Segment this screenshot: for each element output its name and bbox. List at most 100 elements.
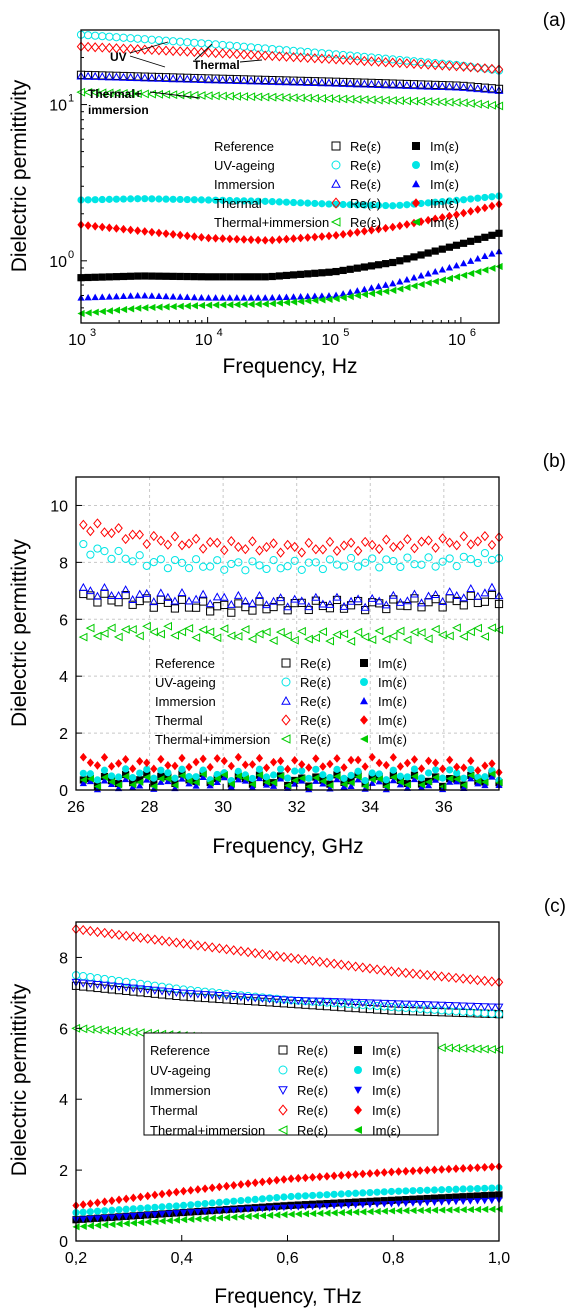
data-point: [178, 765, 186, 773]
data-point: [372, 999, 382, 1008]
data-point: [403, 276, 411, 283]
data-point: [459, 61, 468, 72]
data-point: [289, 234, 298, 243]
data-point: [114, 759, 123, 768]
legend-label-reference: Reference: [155, 656, 215, 671]
data-point: [204, 47, 213, 58]
series-thermal_immersion-im: [72, 1205, 503, 1231]
data-point: [177, 588, 187, 597]
data-point: [359, 1208, 367, 1216]
data-point: [213, 556, 222, 565]
data-point: [416, 1200, 424, 1207]
data-point: [240, 197, 248, 205]
data-point: [403, 781, 412, 789]
data-point: [199, 773, 207, 780]
data-point: [339, 266, 347, 275]
data-point: [466, 1205, 474, 1214]
data-point: [225, 48, 235, 59]
data-point: [248, 557, 257, 566]
data-point: [480, 63, 490, 74]
data-point: [480, 549, 490, 558]
data-point: [79, 1222, 87, 1230]
data-point: [330, 1190, 338, 1198]
data-point: [325, 536, 335, 548]
data-point: [311, 232, 319, 242]
data-point: [388, 57, 397, 68]
data-point: [388, 96, 397, 105]
data-point: [430, 1165, 439, 1175]
data-point: [84, 293, 92, 301]
data-point: [452, 591, 462, 600]
data-point: [332, 592, 342, 601]
data-point: [157, 766, 165, 774]
data-point: [93, 518, 102, 529]
data-point: [466, 539, 476, 550]
data-point: [79, 519, 88, 530]
data-point: [83, 31, 93, 40]
data-point: [148, 272, 156, 280]
data-point: [79, 1200, 87, 1209]
data-point: [133, 44, 142, 55]
data-point: [374, 79, 384, 89]
data-point: [438, 1165, 446, 1174]
data-point: [473, 974, 482, 986]
data-point: [445, 60, 454, 72]
data-point: [423, 1206, 431, 1214]
data-point: [126, 72, 136, 81]
data-point: [310, 93, 319, 103]
legend-im-uv: Im(ε): [378, 675, 407, 690]
data-point: [170, 555, 180, 565]
legend-re-immersion: Re(ε): [300, 694, 331, 709]
data-point: [136, 1212, 145, 1220]
data-point: [108, 1196, 116, 1206]
data-point: [388, 80, 398, 89]
data-point: [142, 588, 152, 597]
data-point: [337, 959, 346, 970]
panel-b-ylabel: Dielectric permittivty: [8, 539, 31, 727]
data-point: [219, 273, 227, 281]
data-point: [230, 1207, 238, 1214]
data-point: [417, 774, 426, 782]
data-point: [165, 1188, 173, 1198]
data-point: [336, 998, 346, 1007]
data-point: [142, 594, 151, 603]
legend-marker-im-thermal_immersion: [412, 218, 420, 226]
data-point: [91, 31, 100, 40]
data-point: [114, 1026, 124, 1036]
data-point: [340, 763, 348, 772]
data-point: [190, 196, 198, 204]
data-point: [487, 1003, 497, 1012]
data-point: [344, 1208, 353, 1216]
data-point: [136, 781, 144, 789]
data-point: [402, 596, 412, 605]
data-point: [474, 194, 482, 202]
data-point: [215, 943, 224, 954]
data-point: [438, 198, 446, 206]
data-point: [323, 1203, 331, 1210]
data-point: [86, 775, 95, 783]
data-point: [394, 1000, 404, 1009]
data-point: [105, 42, 114, 54]
data-point: [254, 294, 262, 301]
data-point: [438, 1194, 446, 1202]
data-point: [154, 89, 164, 99]
data-point: [308, 1191, 317, 1200]
data-point: [250, 994, 260, 1003]
legend-marker-im-immersion: [354, 1086, 362, 1094]
data-point: [488, 231, 496, 239]
data-point: [247, 273, 255, 281]
data-point: [351, 961, 360, 972]
data-point: [98, 273, 106, 281]
data-point: [203, 91, 213, 101]
data-point: [91, 221, 99, 231]
data-point: [232, 42, 241, 51]
data-point: [170, 596, 180, 605]
data-point: [136, 932, 145, 943]
data-point: [294, 953, 303, 964]
data-point: [93, 761, 102, 770]
series-thermal-im: [77, 199, 503, 245]
data-point: [438, 557, 447, 566]
legend-marker-re-thermal_immersion: [280, 734, 291, 744]
data-point: [282, 234, 291, 244]
data-point: [480, 632, 490, 641]
